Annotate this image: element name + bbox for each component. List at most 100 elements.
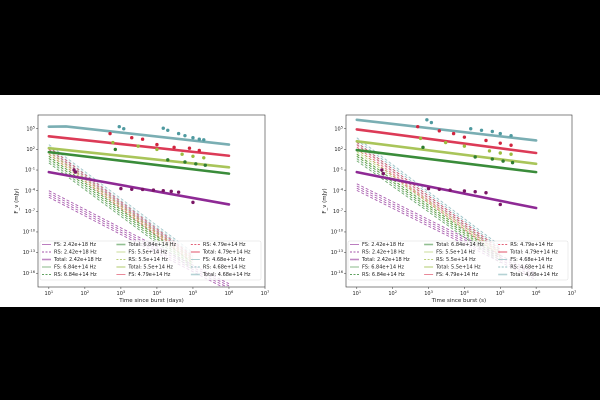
y-tick-label: 10-1 <box>25 167 35 174</box>
data-point <box>191 136 195 140</box>
data-point <box>429 120 434 125</box>
data-point <box>498 151 502 155</box>
total-line-1 <box>47 125 231 146</box>
total-line-1 <box>355 118 538 142</box>
data-point <box>172 145 176 150</box>
data-point <box>501 159 505 163</box>
rs-line-1-1 <box>48 144 194 253</box>
data-point <box>155 147 159 152</box>
legend-label: Total: 4.68e+14 Hz <box>509 272 558 278</box>
rs-line-5-2 <box>48 192 230 287</box>
total-line-3 <box>47 146 231 169</box>
total-line-5 <box>47 170 231 206</box>
data-point <box>202 138 206 142</box>
x-tick-label: 103 <box>424 290 433 297</box>
x-tick-label: 101 <box>352 290 361 297</box>
data-point <box>169 189 173 194</box>
y-tick-label: 10-10 <box>23 229 36 236</box>
data-point <box>462 144 467 148</box>
rs-line-3-2 <box>356 151 501 256</box>
y-tick-label: 10-7 <box>25 208 35 215</box>
data-point <box>509 152 513 156</box>
y-axis-label: F_ν (mJy) <box>322 188 328 213</box>
y-tick-label: 102 <box>26 146 35 153</box>
data-point <box>197 137 201 141</box>
y-tick-label: 10-1 <box>333 167 343 174</box>
x-tick-label: 104 <box>153 290 162 297</box>
y-tick-label: 10-16 <box>331 270 344 277</box>
rs-line-3-3 <box>356 153 501 258</box>
x-tick-label: 104 <box>460 290 469 297</box>
plot-frame <box>37 114 266 288</box>
legend-label: Total: 5.5e+14 Hz <box>435 265 481 271</box>
data-point <box>380 168 384 172</box>
legend-label: RS: 2.42e+18 Hz <box>362 250 405 256</box>
data-point <box>108 131 112 136</box>
data-point <box>451 131 456 136</box>
legend-label: FS: 4.68e+14 Hz <box>510 257 552 263</box>
data-point <box>191 154 195 158</box>
y-tick-label: 10-4 <box>25 187 36 194</box>
legend-label: Total: 2.42e+18 Hz <box>53 257 102 263</box>
y-axis-label: F_ν (mJy) <box>14 188 20 213</box>
data-point <box>119 186 123 191</box>
legend-label: RS: 5.5e+14 Hz <box>128 257 168 263</box>
legend-label: RS: 6.84e+14 Hz <box>362 272 405 278</box>
legend-label: Total: 4.79e+14 Hz <box>202 250 251 256</box>
data-point <box>473 155 477 159</box>
legend-label: RS: 4.79e+14 Hz <box>203 242 246 248</box>
data-point <box>462 135 467 139</box>
legend-label: FS: 2.42e+18 Hz <box>362 242 404 248</box>
legend-label: Total: 6.84e+14 Hz <box>435 242 484 248</box>
y-tick-label: 10-13 <box>23 249 35 256</box>
x-tick-label: 107 <box>261 290 270 297</box>
data-point <box>462 189 467 193</box>
legend-label: FS: 5.5e+14 Hz <box>128 250 167 256</box>
chart-panel-1: 101 102 103 104 105 106 107 10-16 10-13 10-10 10-7… <box>14 114 270 304</box>
x-tick-label: 103 <box>117 290 126 297</box>
y-tick-label: 105 <box>26 125 35 132</box>
data-point <box>176 190 181 194</box>
legend-label: RS: 5.5e+14 Hz <box>436 257 476 263</box>
data-point <box>187 146 192 150</box>
data-point <box>416 124 420 129</box>
data-point <box>469 127 473 131</box>
data-point <box>73 170 78 174</box>
x-tick-label: 105 <box>189 290 198 297</box>
data-point <box>161 126 165 130</box>
x-tick-label: 106 <box>532 290 541 297</box>
data-point <box>381 171 386 176</box>
data-point <box>203 163 207 167</box>
data-point <box>176 131 181 136</box>
rs-line-3-1 <box>356 149 501 253</box>
data-point <box>437 129 442 133</box>
data-point <box>130 187 134 191</box>
rs-line-1-3 <box>48 148 194 258</box>
data-point <box>151 188 156 192</box>
data-point <box>484 138 488 143</box>
x-tick-label: 102 <box>388 290 397 297</box>
x-tick-label: 107 <box>568 290 577 297</box>
data-point <box>498 141 502 145</box>
y-tick-label: 105 <box>334 125 343 132</box>
data-point <box>490 129 495 134</box>
legend-label: FS: 4.79e+14 Hz <box>436 272 478 278</box>
total-line-4 <box>355 148 538 174</box>
data-point <box>202 156 206 160</box>
data-point <box>140 137 145 141</box>
total-line-4 <box>47 150 231 175</box>
legend-label: RS: 4.79e+14 Hz <box>510 242 553 248</box>
chart-panel-2: 101 102 103 104 105 106 107 10-16 10-13 10-10 10-7… <box>322 114 577 304</box>
data-point <box>479 128 484 132</box>
data-point <box>484 191 488 195</box>
legend-label: RS: 4.68e+14 Hz <box>203 265 246 271</box>
rs-line-5-1 <box>48 190 230 285</box>
data-point <box>197 148 201 153</box>
legend-label: RS: 6.84e+14 Hz <box>54 272 97 278</box>
data-point <box>166 158 170 162</box>
rs-line-2-3 <box>356 146 501 255</box>
